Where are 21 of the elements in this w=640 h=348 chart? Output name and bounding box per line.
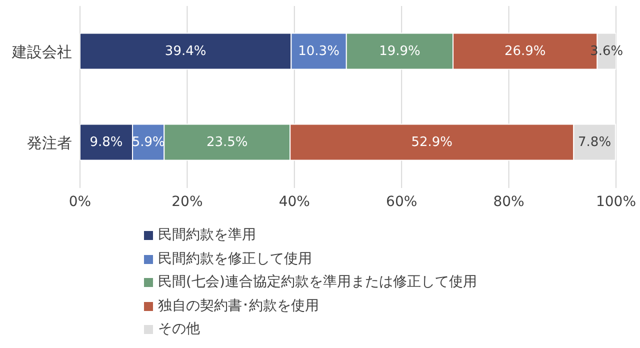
data-label: 52.9% bbox=[411, 134, 453, 150]
x-tick-label: 0% bbox=[68, 194, 92, 210]
legend-label: 民間約款を準用 bbox=[158, 226, 256, 245]
x-tick-label: 60% bbox=[386, 194, 418, 210]
x-tick-label: 40% bbox=[278, 194, 310, 210]
legend-label: 民間(七会)連合協定約款を準用または修正して使用 bbox=[158, 273, 477, 292]
data-label: 23.5% bbox=[206, 134, 248, 150]
x-tick-label: 20% bbox=[172, 194, 203, 210]
data-label: 10.3% bbox=[298, 44, 340, 59]
data-label: 26.9% bbox=[504, 44, 546, 59]
y-tick-label: 発注者 bbox=[27, 134, 72, 152]
legend-label: 民間約款を修正して使用 bbox=[158, 250, 312, 268]
x-tick-label: 100% bbox=[596, 194, 636, 210]
legend-label: 独自の契約書･約款を使用 bbox=[158, 296, 319, 316]
y-tick-label: 建設会社 bbox=[11, 42, 72, 61]
x-tick-label: 80% bbox=[493, 194, 524, 210]
data-label: 7.8% bbox=[578, 134, 612, 150]
data-label: 39.4% bbox=[164, 44, 206, 59]
data-label: 19.9% bbox=[379, 44, 420, 59]
data-label: 9.8% bbox=[90, 134, 123, 150]
legend-label: その他 bbox=[158, 320, 200, 339]
